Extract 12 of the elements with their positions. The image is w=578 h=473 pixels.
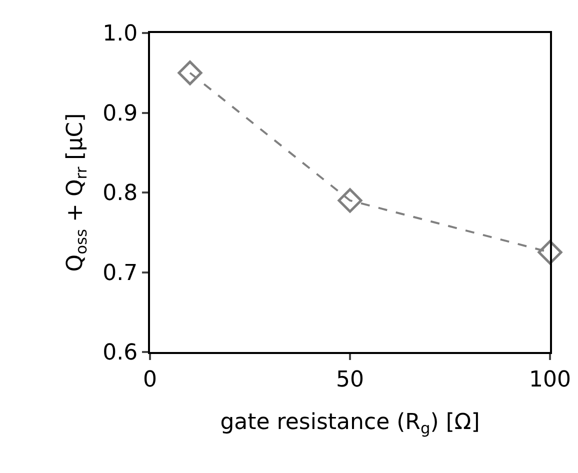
- point: [538, 240, 562, 265]
- x-axis-title: gate resistance (R$_{g}$) [Ω]: [220, 410, 480, 438]
- x-tick-label: 100: [529, 367, 571, 392]
- y-tick-label: 0.8: [102, 181, 138, 206]
- point: [178, 60, 202, 86]
- y-tick-label: 0.9: [102, 101, 138, 126]
- x-tick-label: 50: [336, 367, 364, 392]
- y-tick-label: 1.0: [102, 22, 138, 47]
- point: [338, 188, 362, 213]
- y-tick-label: 0.6: [102, 340, 138, 366]
- y-tick-label: 0.7: [102, 260, 138, 286]
- x-tick-label: 0: [143, 367, 157, 392]
